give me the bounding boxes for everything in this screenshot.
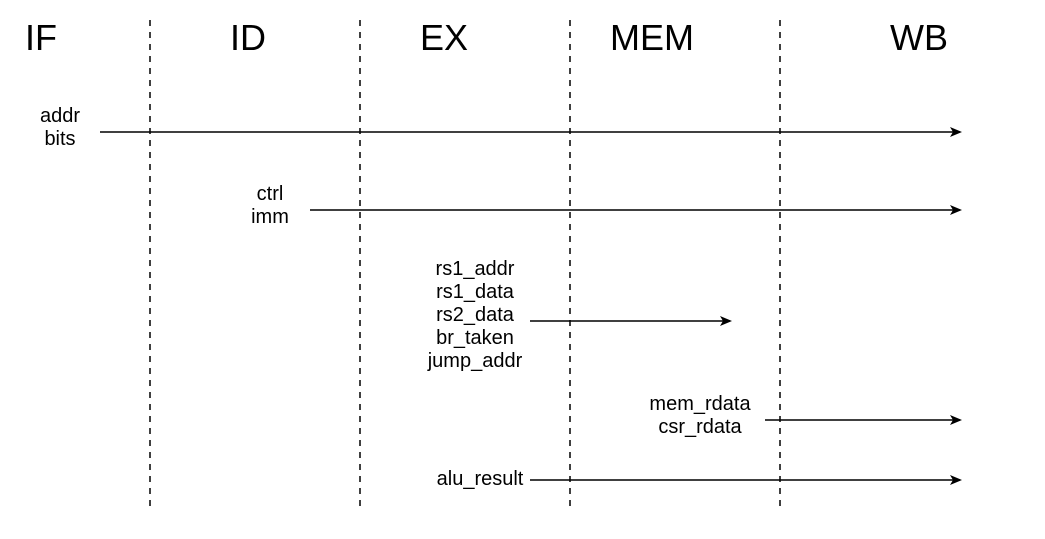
pipeline-diagram: IF ID EX MEM WB addrbits ctrlimm rs1_addrrs1_da… [0, 0, 1045, 539]
signal-label-ex-group-0: rs1_addr [436, 258, 515, 280]
signal-label-alu-result-0: alu_result [437, 468, 524, 490]
signal-label-mem-group-1: csr_rdata [658, 416, 742, 438]
stage-label-wb: WB [890, 17, 948, 58]
signal-label-addr-bits-1: bits [44, 128, 75, 150]
signal-label-ex-group-4: jump_addr [427, 350, 523, 372]
stage-label-mem: MEM [610, 17, 694, 58]
signal-label-ex-group-3: br_taken [436, 327, 514, 349]
stage-label-id: ID [230, 17, 266, 58]
stage-label-ex: EX [420, 17, 468, 58]
signal-label-ex-group-1: rs1_data [436, 281, 515, 303]
signal-label-ctrl-imm-1: imm [251, 206, 289, 228]
stage-label-if: IF [25, 17, 57, 58]
signal-label-addr-bits-0: addr [40, 105, 80, 127]
signal-label-mem-group-0: mem_rdata [649, 393, 751, 415]
signal-label-ctrl-imm-0: ctrl [257, 183, 284, 205]
signal-label-ex-group-2: rs2_data [436, 304, 515, 326]
